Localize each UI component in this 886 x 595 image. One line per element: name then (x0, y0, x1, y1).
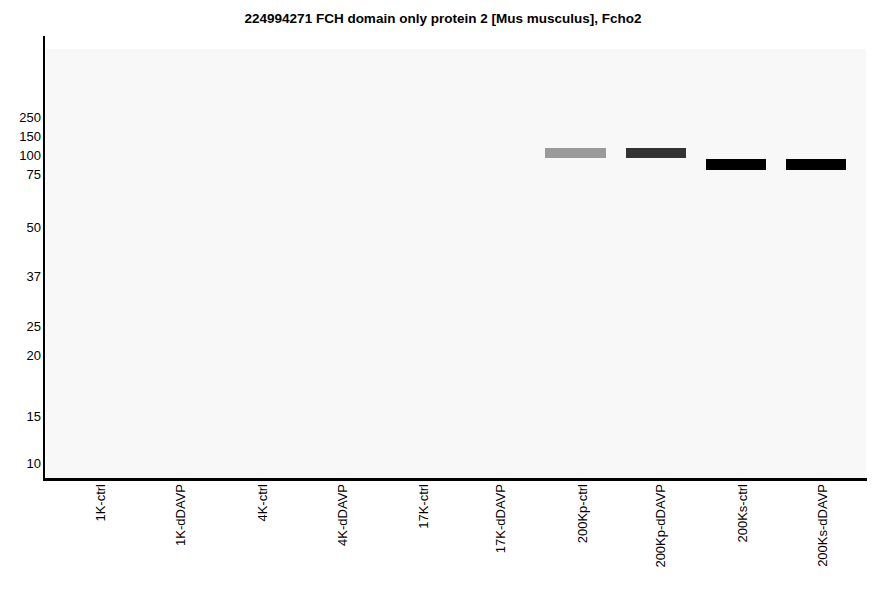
lane-label: 1K-dDAVP (173, 484, 188, 546)
mw-tick-label: 37 (27, 269, 41, 285)
lane-label: 17K-ctrl (416, 484, 431, 529)
protein-band (786, 159, 846, 170)
mw-tick-label: 150 (19, 129, 41, 145)
lane-label: 200Ks-dDAVP (815, 484, 830, 567)
mw-tick-label: 50 (27, 220, 41, 236)
mw-tick-label: 10 (27, 456, 41, 472)
gel-blot-chart: 224994271 FCH domain only protein 2 [Mus… (0, 0, 886, 595)
protein-band (545, 148, 606, 158)
mw-tick-label: 100 (19, 148, 41, 164)
y-axis-line (43, 36, 45, 481)
protein-band (626, 148, 686, 158)
lane-label: 1K-ctrl (93, 484, 108, 522)
lane-label: 200Kp-dDAVP (653, 484, 668, 568)
plot-area (46, 49, 866, 478)
mw-tick-label: 75 (27, 167, 41, 183)
chart-title: 224994271 FCH domain only protein 2 [Mus… (0, 11, 886, 26)
x-axis-line (43, 478, 867, 481)
lane-label: 17K-dDAVP (493, 484, 508, 553)
lane-label: 200Ks-ctrl (735, 484, 750, 543)
mw-tick-label: 250 (19, 110, 41, 126)
lane-label: 4K-ctrl (255, 484, 270, 522)
mw-tick-label: 25 (27, 319, 41, 335)
mw-tick-label: 15 (27, 409, 41, 425)
lane-label: 4K-dDAVP (335, 484, 350, 546)
mw-tick-label: 20 (27, 348, 41, 364)
protein-band (706, 159, 766, 170)
lane-label: 200Kp-ctrl (575, 484, 590, 543)
